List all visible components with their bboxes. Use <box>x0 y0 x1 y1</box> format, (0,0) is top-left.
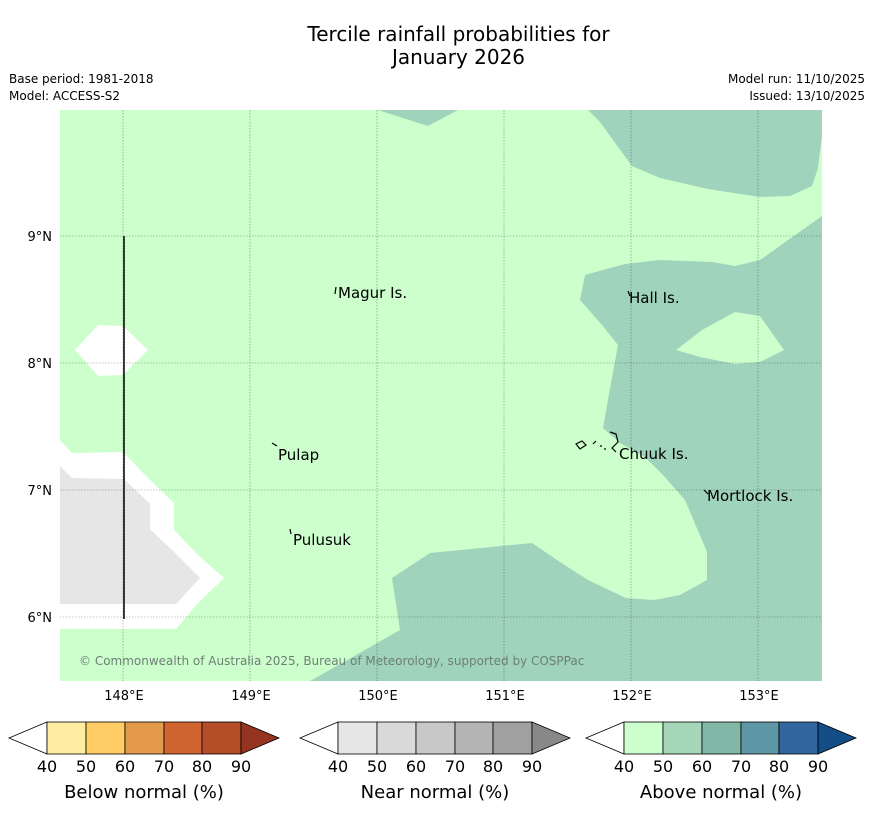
longitude-axis: 148°E 149°E 150°E 151°E 152°E 153°E <box>104 689 779 704</box>
colorbar-above-segment-over <box>817 721 858 755</box>
map-title-line-1: Tercile rainfall probabilities for <box>307 22 610 46</box>
chuuk-island-mark-east <box>609 431 619 453</box>
mortlock-island-mark <box>703 489 709 495</box>
colorbar-above-segment-80-90 <box>778 721 819 755</box>
pulusuk-island-mark <box>289 528 292 535</box>
place-label-hall: Hall Is. <box>629 289 680 307</box>
colorbar-below-segment-80-90 <box>201 721 242 755</box>
colorbar-near-segment-under <box>298 721 339 755</box>
latitude-label-6n: 6°N <box>28 611 53 626</box>
longitude-label-148e: 148°E <box>104 689 144 704</box>
longitude-label-150e: 150°E <box>358 689 398 704</box>
place-label-chuuk: Chuuk Is. <box>619 445 688 463</box>
colorbar-above-tick-60: 60 <box>692 757 712 776</box>
colorbar-near-segment-60-70 <box>415 721 456 755</box>
probability-region-above-50-east <box>588 110 822 197</box>
colorbar-near-segment-40-50 <box>337 721 378 755</box>
colorbar-above-tick-70: 70 <box>731 757 751 776</box>
no-dominant-region-north <box>75 325 148 376</box>
chuuk-island-mark-west <box>575 440 587 450</box>
colorbar-near-segment-50-60 <box>376 721 417 755</box>
colorbar-below-segment-70-80 <box>163 721 203 755</box>
colorbar-above-title: Above normal (%) <box>640 782 802 803</box>
colorbar-near-segment-over <box>531 721 572 755</box>
colorbar-below-tick-40: 40 <box>37 757 57 776</box>
colorbar-below-segment-over <box>240 721 281 755</box>
probability-region-above-40-islet <box>676 312 784 364</box>
longitude-label-149e: 149°E <box>231 689 271 704</box>
place-label-mortlock: Mortlock Is. <box>707 487 793 505</box>
island-outlines <box>271 286 709 535</box>
colorbar-below-tick-70: 70 <box>154 757 174 776</box>
colorbar-above-segment-under <box>584 721 625 755</box>
model-run-text: Model run: 11/10/2025 <box>727 72 865 86</box>
colorbar-above-segment-40-50 <box>623 721 664 755</box>
map-panel: Magur Is. Hall Is. Pulap Chuuk Is. Mortl… <box>60 110 822 681</box>
colorbar-above-tick-50: 50 <box>653 757 673 776</box>
colorbar-near-tick-70: 70 <box>445 757 465 776</box>
chuuk-island-mark-dots <box>600 445 606 450</box>
colorbar-near-tick-40: 40 <box>328 757 348 776</box>
colorbar-near-tick-50: 50 <box>367 757 387 776</box>
colorbar-below-normal: 40 50 60 70 80 90 Below normal (%) <box>7 721 281 803</box>
probability-region-above-50-southeast <box>310 216 822 681</box>
colorbar-near-segment-80-90 <box>492 721 533 755</box>
pulap-island-mark <box>271 442 278 447</box>
base-period-text: Base period: 1981-2018 <box>9 72 154 86</box>
colorbar-below-tick-60: 60 <box>115 757 135 776</box>
place-label-pulusuk: Pulusuk <box>293 531 351 549</box>
probability-region-near-50 <box>60 466 200 604</box>
colorbar-below-title: Below normal (%) <box>64 782 224 803</box>
latitude-label-8n: 8°N <box>28 357 53 372</box>
map-title-line-2: January 2026 <box>391 45 526 69</box>
hall-island-mark <box>627 290 631 297</box>
colorbar-near-normal: 40 50 60 70 80 90 Near normal (%) <box>298 721 572 803</box>
graticule <box>60 110 822 681</box>
colorbar-below-segment-60-70 <box>124 721 165 755</box>
colorbar-near-segment-70-80 <box>454 721 494 755</box>
colorbar-below-segment-under <box>7 721 48 755</box>
latitude-axis: 9°N 8°N 7°N 6°N <box>28 230 53 626</box>
colorbar-near-tick-80: 80 <box>483 757 503 776</box>
place-label-magur: Magur Is. <box>338 284 407 302</box>
magur-island-mark <box>334 286 337 295</box>
colorbar-above-tick-40: 40 <box>614 757 634 776</box>
colorbar-above-segment-60-70 <box>701 721 742 755</box>
colorbar-above-segment-50-60 <box>662 721 703 755</box>
colorbar-below-tick-50: 50 <box>76 757 96 776</box>
colorbar-near-tick-90: 90 <box>522 757 542 776</box>
longitude-label-153e: 153°E <box>739 689 779 704</box>
model-text: Model: ACCESS-S2 <box>9 89 121 103</box>
latitude-label-9n: 9°N <box>28 230 53 245</box>
colorbar-above-segment-70-80 <box>740 721 780 755</box>
place-label-pulap: Pulap <box>278 446 319 464</box>
colorbar-above-normal: 40 50 60 70 80 90 Above normal (%) <box>584 721 858 803</box>
issued-text: Issued: 13/10/2025 <box>749 89 865 103</box>
colorbar-near-title: Near normal (%) <box>361 782 510 803</box>
colorbar-above-tick-80: 80 <box>769 757 789 776</box>
longitude-label-151e: 151°E <box>485 689 525 704</box>
colorbar-above-tick-90: 90 <box>808 757 828 776</box>
colorbar-below-tick-90: 90 <box>231 757 251 776</box>
colorbar-below-segment-50-60 <box>85 721 126 755</box>
probability-region-above-50-north <box>378 110 458 126</box>
colorbar-near-tick-60: 60 <box>406 757 426 776</box>
copyright-notice: © Commonwealth of Australia 2025, Bureau… <box>79 654 584 668</box>
colorbar-below-tick-80: 80 <box>192 757 212 776</box>
longitude-label-152e: 152°E <box>612 689 652 704</box>
colorbar-below-segment-40-50 <box>46 721 87 755</box>
chuuk-island-mark-centre <box>592 440 597 445</box>
latitude-label-7n: 7°N <box>28 484 53 499</box>
